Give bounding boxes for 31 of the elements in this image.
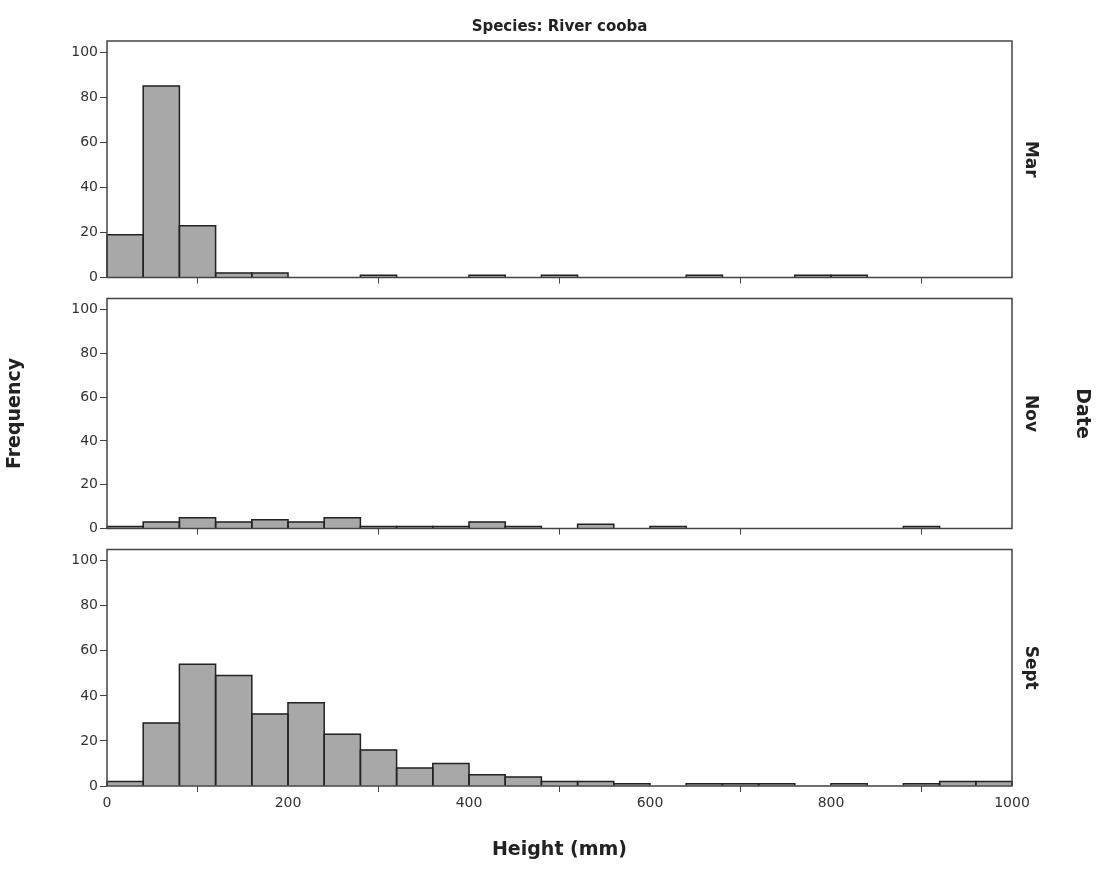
y-tick-label: 80 [80,343,98,360]
y-tick-label: 20 [80,223,98,240]
y-tick-label: 0 [89,519,98,536]
x-axis-title: Height (mm) [491,836,628,859]
y2-axis-title: Date [1073,388,1096,439]
y-tick-label: 60 [80,641,98,658]
x-tick-label: 600 [636,794,664,811]
y-tick-label: 100 [71,42,98,59]
y-tick-label: 40 [80,431,98,448]
y-tick-label: 40 [80,178,98,195]
y-tick-label: 60 [80,133,98,150]
x-tick-label: 0 [102,794,112,811]
y-tick-label: 20 [80,475,98,492]
y-tick-label: 80 [80,596,98,613]
chart-title: Species: River cooba [471,17,648,36]
text: Mar [1021,140,1042,179]
y-tick-label: 100 [71,551,98,568]
x-tick-label: 1000 [994,794,1030,811]
text: Sept [1021,645,1042,690]
x-tick-label: 200 [274,794,302,811]
y-tick-label: 100 [71,300,98,316]
y-tick-label: 80 [80,87,98,104]
x-tick-label: 800 [817,794,845,811]
x-tick-label: 400 [455,794,483,811]
y-axis-title: Frequency [2,357,25,470]
y-tick-label: 60 [80,387,98,404]
y-tick-label: 0 [89,776,98,793]
y-tick-label: 40 [80,686,98,703]
y-tick-label: 20 [80,731,98,748]
text: Nov [1021,395,1042,432]
y-tick-label: 0 [89,268,98,285]
